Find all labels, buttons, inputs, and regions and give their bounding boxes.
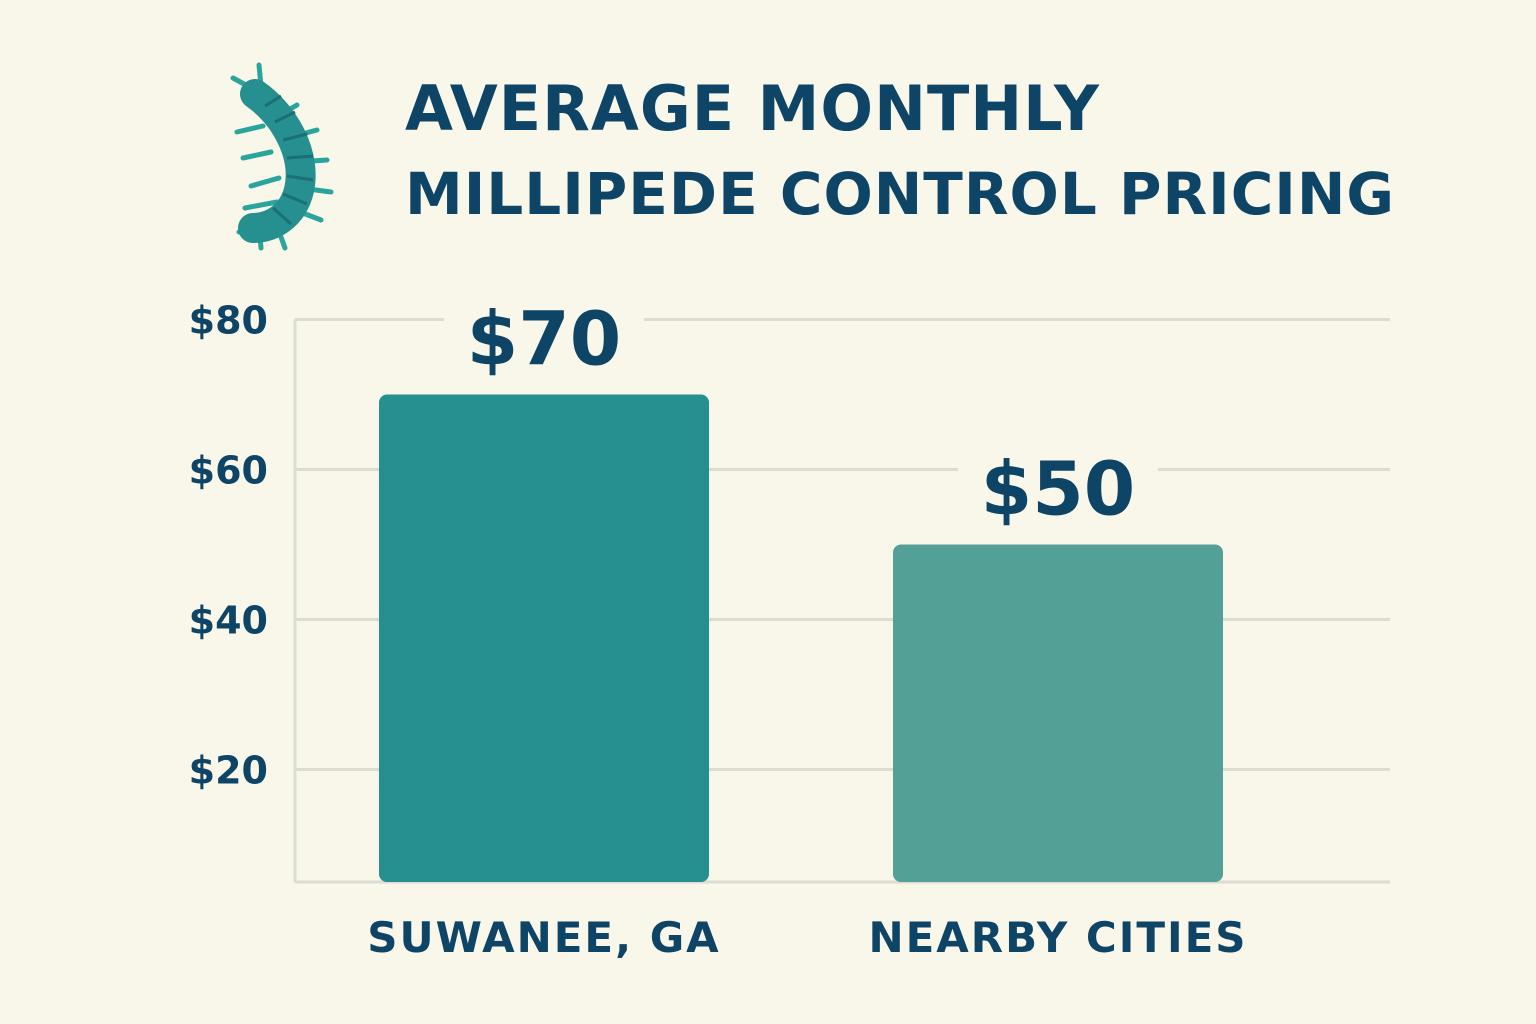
x-category-label: NEARBY CITIES (868, 913, 1247, 962)
data-label: $50 (981, 447, 1135, 533)
chart-title-line-1: AVERAGE MONTHLY (405, 72, 1100, 145)
data-label-backdrop (958, 452, 1158, 533)
data-label: $70 (467, 297, 621, 383)
chart-title-line-2: MILLIPEDE CONTROL PRICING (405, 160, 1396, 228)
y-tick-label: $40 (189, 599, 268, 643)
bar (379, 394, 709, 882)
y-tick-label: $20 (189, 749, 268, 793)
data-label-backdrop (444, 302, 644, 383)
y-tick-label: $60 (189, 449, 268, 493)
millipede-icon (230, 62, 334, 251)
y-tick-label: $80 (189, 299, 268, 343)
bar (893, 544, 1223, 882)
x-category-label: SUWANEE, GA (367, 913, 720, 962)
